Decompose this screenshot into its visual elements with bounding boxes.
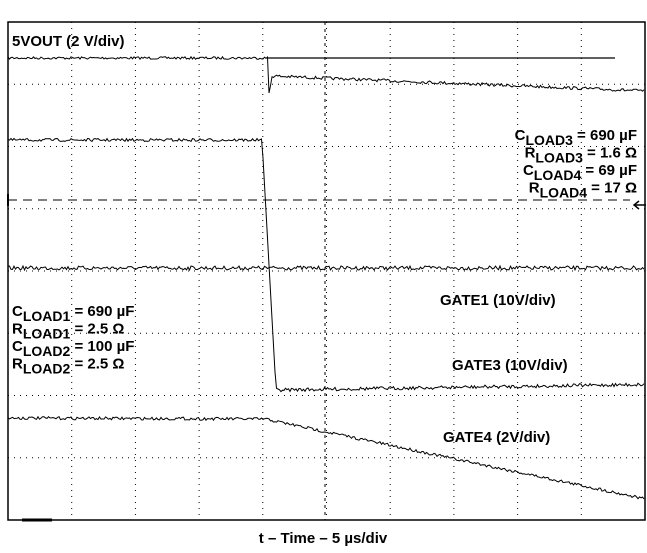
trace-gate4 <box>7 415 645 500</box>
note: CLOAD1 = 690 µF <box>12 303 134 324</box>
note-value: = 69 µF <box>581 162 637 179</box>
trace-gate1 <box>7 264 645 272</box>
note: RLOAD1 = 2.5 Ω <box>12 321 124 342</box>
note: RLOAD3 = 1.6 Ω <box>525 145 637 166</box>
channel-label: GATE1 (10V/div) <box>440 292 556 309</box>
note-symbol: C <box>515 127 526 144</box>
note-value: = 17 Ω <box>587 180 637 197</box>
note-subscript: LOAD4 <box>540 185 588 201</box>
note-symbol: R <box>12 356 23 373</box>
note-subscript: LOAD1 <box>23 308 71 324</box>
note: CLOAD3 = 690 µF <box>515 127 637 148</box>
note-subscript: LOAD1 <box>23 326 71 342</box>
note-value: = 1.6 Ω <box>583 145 637 162</box>
note-symbol: R <box>525 145 536 162</box>
note-subscript: LOAD4 <box>534 167 582 183</box>
channel-label: GATE4 (2V/div) <box>443 429 550 446</box>
note-value: = 100 µF <box>70 338 134 355</box>
trace-gate3 <box>7 137 645 393</box>
channel-label: GATE3 (10V/div) <box>452 357 568 374</box>
note-subscript: LOAD3 <box>525 132 573 148</box>
note-value: = 690 µF <box>70 303 134 320</box>
channel-label: 5VOUT (2 V/div) <box>12 33 125 50</box>
note-subscript: LOAD3 <box>535 150 583 166</box>
note: CLOAD2 = 100 µF <box>12 338 134 359</box>
trigger-arrow <box>632 200 646 210</box>
note: RLOAD4 = 17 Ω <box>529 180 637 201</box>
note-symbol: R <box>12 321 23 338</box>
note-symbol: R <box>529 180 540 197</box>
note: CLOAD4 = 69 µF <box>523 162 637 183</box>
note-subscript: LOAD2 <box>23 361 71 377</box>
note-symbol: C <box>12 303 23 320</box>
note: RLOAD2 = 2.5 Ω <box>12 356 124 377</box>
note-symbol: C <box>523 162 534 179</box>
trace-5vout <box>7 55 645 94</box>
note-symbol: C <box>12 338 23 355</box>
note-value: = 2.5 Ω <box>70 321 124 338</box>
note-value: = 690 µF <box>573 127 637 144</box>
note-value: = 2.5 Ω <box>70 356 124 373</box>
note-subscript: LOAD2 <box>23 343 71 359</box>
traces <box>7 55 645 500</box>
time-axis-label: t – Time – 5 µs/div <box>259 530 388 547</box>
grid <box>8 22 645 520</box>
